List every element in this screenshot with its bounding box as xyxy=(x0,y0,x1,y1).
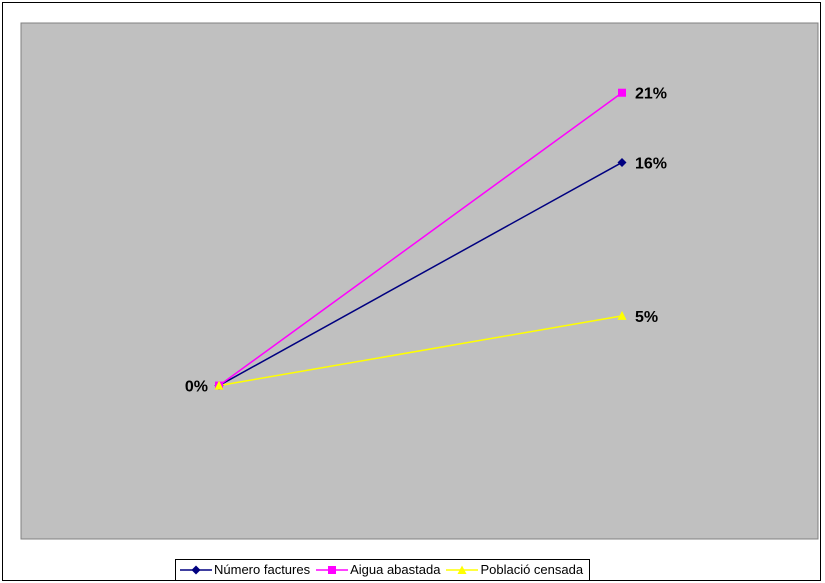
legend-label: Població censada xyxy=(480,562,584,577)
series-line xyxy=(218,161,623,387)
legend-swatch-square-icon xyxy=(316,566,349,574)
data-label-layer: 16% 21% 0% 5% xyxy=(185,86,667,396)
data-point-triangle xyxy=(617,310,627,320)
legend-item: Número factures xyxy=(180,562,310,578)
data-label: 21% xyxy=(635,86,667,103)
marker-layer xyxy=(214,88,627,391)
legend-swatch-triangle-icon xyxy=(446,565,479,574)
data-label: 5% xyxy=(635,309,658,326)
plot-area xyxy=(20,22,819,540)
series-line xyxy=(218,315,623,387)
legend-label: Número factures xyxy=(214,562,311,577)
legend-label: Aigua abastada xyxy=(350,562,441,577)
data-point-diamond xyxy=(617,157,627,167)
series-line xyxy=(218,92,623,387)
data-label: 16% xyxy=(635,155,667,172)
legend-item: Població censada xyxy=(446,562,583,578)
legend: Número factures Aigua abastada Població … xyxy=(175,559,591,581)
series-layer xyxy=(218,92,623,387)
legend-item: Aigua abastada xyxy=(316,562,440,578)
data-point-square xyxy=(618,88,626,97)
data-point-triangle xyxy=(214,380,224,390)
legend-swatch-diamond-icon xyxy=(180,565,212,575)
data-label: 0% xyxy=(185,379,208,396)
